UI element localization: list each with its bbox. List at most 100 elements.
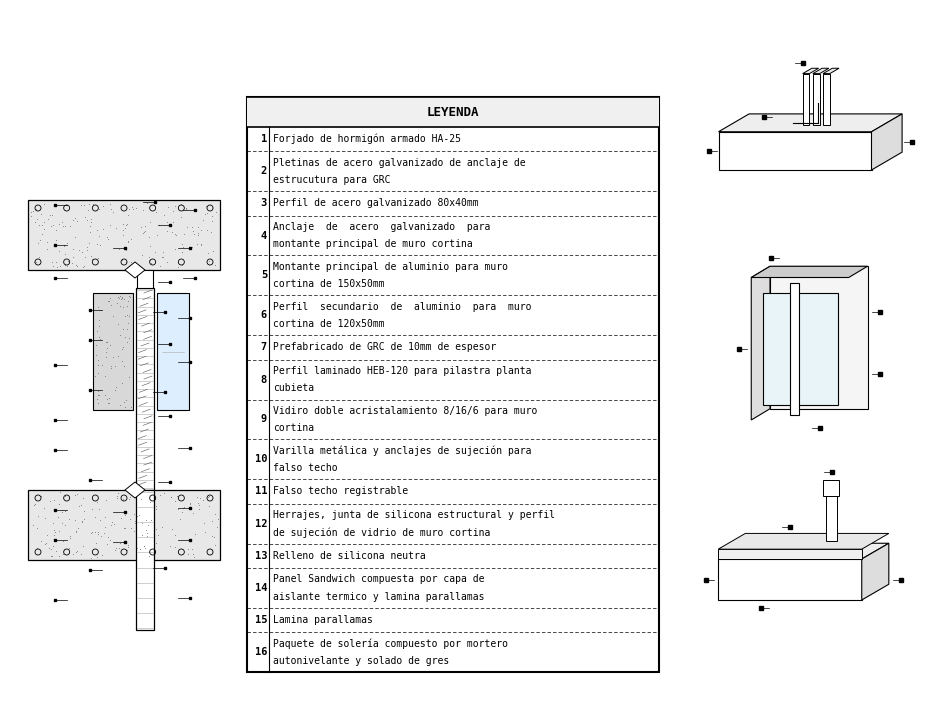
Text: 10: 10: [254, 454, 267, 464]
Point: [76, 492, 91, 503]
Point: [51, 525, 66, 536]
Point: [190, 221, 205, 233]
Point: [90, 385, 105, 397]
Point: [102, 534, 117, 546]
Point: [202, 490, 217, 502]
Point: [90, 360, 105, 371]
Point: [91, 528, 106, 540]
Point: [68, 212, 83, 224]
Bar: [157, 293, 189, 410]
Point: [176, 242, 191, 253]
Point: [190, 492, 205, 503]
Point: [180, 221, 195, 233]
Polygon shape: [862, 544, 889, 600]
Point: [44, 550, 59, 562]
Point: [121, 311, 136, 322]
Point: [119, 219, 134, 230]
Point: [139, 527, 154, 539]
Polygon shape: [125, 262, 145, 278]
Polygon shape: [718, 544, 889, 559]
Point: [51, 498, 66, 510]
Point: [123, 492, 138, 503]
Point: [105, 206, 120, 218]
Point: [49, 234, 64, 245]
Point: [58, 248, 73, 260]
Point: [142, 550, 156, 562]
Point: [100, 393, 115, 405]
Bar: [823, 73, 830, 124]
Point: [115, 225, 130, 237]
Point: [144, 514, 159, 526]
Point: [133, 543, 148, 554]
Point: [53, 260, 68, 271]
Point: [47, 504, 61, 516]
Point: [179, 202, 194, 214]
Point: [39, 537, 54, 549]
Point: [107, 384, 122, 395]
Point: [92, 503, 107, 515]
Point: [109, 493, 124, 504]
Point: [184, 543, 199, 554]
Point: [88, 526, 102, 538]
Point: [138, 220, 153, 232]
Point: [142, 251, 156, 262]
Point: [155, 251, 170, 262]
Point: [205, 203, 220, 214]
Text: montante principal de muro cortina: montante principal de muro cortina: [273, 239, 473, 249]
Point: [45, 256, 60, 267]
Point: [94, 304, 109, 316]
Point: [204, 215, 219, 226]
Point: [77, 211, 92, 222]
Point: [114, 512, 128, 523]
Point: [123, 513, 138, 525]
Point: [28, 498, 43, 510]
Point: [123, 234, 138, 245]
Text: 3: 3: [261, 198, 267, 209]
Point: [48, 545, 63, 557]
Text: 16: 16: [254, 647, 267, 657]
Point: [191, 503, 206, 514]
Bar: [762, 293, 838, 405]
Point: [128, 518, 142, 529]
Point: [98, 370, 113, 382]
Point: [200, 207, 215, 219]
Point: [58, 221, 73, 232]
Point: [49, 261, 64, 273]
Point: [74, 499, 88, 510]
Point: [79, 244, 94, 255]
Point: [84, 528, 99, 539]
Point: [185, 548, 200, 559]
Point: [103, 339, 118, 351]
Point: [165, 226, 180, 238]
Polygon shape: [751, 266, 770, 420]
Point: [128, 202, 143, 214]
Point: [140, 530, 155, 541]
Point: [115, 229, 130, 241]
Point: [114, 293, 128, 305]
Point: [30, 510, 45, 521]
Point: [115, 293, 129, 304]
Polygon shape: [125, 482, 145, 498]
Point: [36, 198, 51, 210]
Point: [89, 325, 104, 336]
Point: [138, 542, 153, 554]
Point: [57, 544, 72, 555]
Point: [112, 542, 127, 554]
Point: [168, 229, 182, 240]
Point: [96, 527, 111, 539]
Point: [111, 487, 126, 498]
Point: [120, 324, 135, 335]
Point: [134, 262, 149, 273]
Point: [61, 255, 75, 267]
Point: [142, 254, 156, 265]
Text: Perfil  secundario  de  aluminio  para  muro: Perfil secundario de aluminio para muro: [273, 301, 532, 311]
Point: [174, 506, 189, 518]
Point: [62, 221, 77, 232]
Point: [60, 237, 74, 248]
Text: 8: 8: [261, 375, 267, 385]
Point: [118, 401, 133, 413]
Point: [115, 255, 129, 266]
Point: [83, 552, 98, 564]
Point: [197, 526, 212, 537]
Point: [44, 543, 59, 554]
